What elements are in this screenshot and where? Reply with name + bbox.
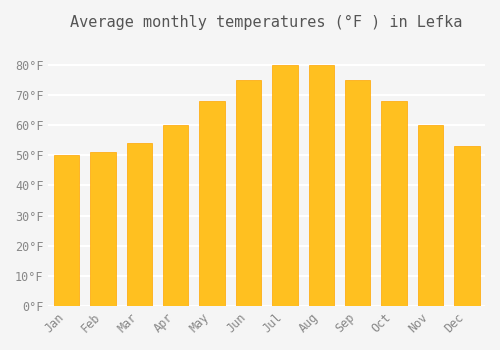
Bar xyxy=(345,80,370,306)
Bar xyxy=(163,125,188,306)
Bar xyxy=(54,155,80,306)
Bar xyxy=(200,101,225,306)
Bar xyxy=(418,125,443,306)
Bar xyxy=(308,65,334,306)
Bar xyxy=(90,152,116,306)
Bar xyxy=(454,146,479,306)
Bar xyxy=(236,80,261,306)
Title: Average monthly temperatures (°F ) in Lefka: Average monthly temperatures (°F ) in Le… xyxy=(70,15,463,30)
Bar xyxy=(272,65,297,306)
Bar xyxy=(382,101,407,306)
Bar xyxy=(126,143,152,306)
